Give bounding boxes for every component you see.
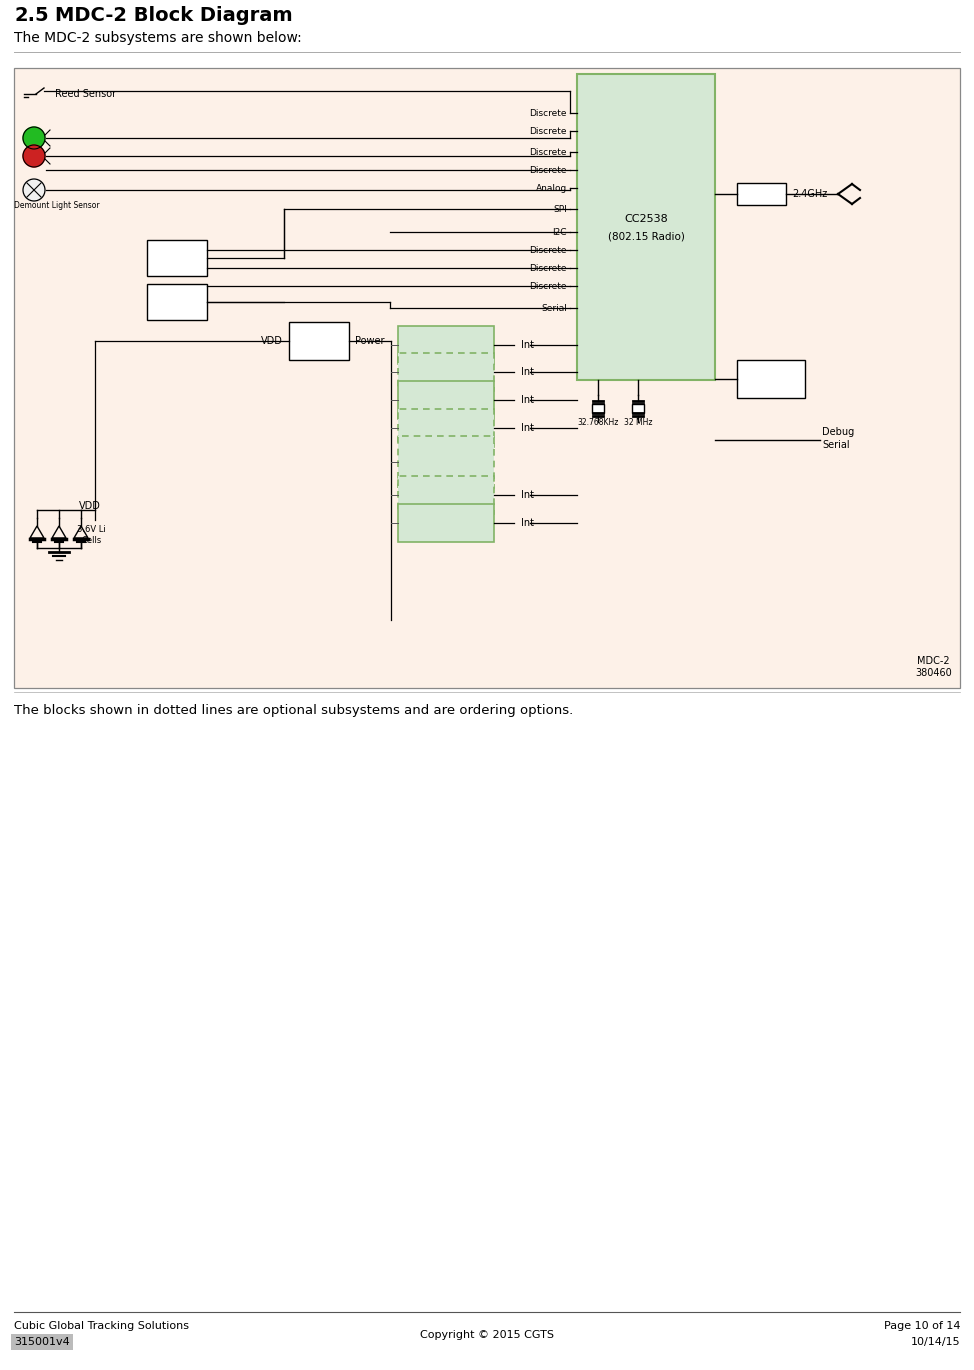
Text: Temperature: Temperature xyxy=(415,386,477,396)
Text: RAM: RAM xyxy=(167,262,188,273)
Bar xyxy=(398,326,494,364)
Text: Discrete: Discrete xyxy=(530,281,567,290)
Text: (802.15 Radio): (802.15 Radio) xyxy=(608,232,685,241)
Text: Analog: Analog xyxy=(536,184,567,193)
Text: Switch: Switch xyxy=(303,345,335,355)
Text: MDC-2
380460: MDC-2 380460 xyxy=(916,656,952,678)
Text: Discrete: Discrete xyxy=(530,126,567,136)
Text: Serial: Serial xyxy=(164,288,191,299)
Text: 10/14/15: 10/14/15 xyxy=(911,1337,960,1347)
Text: The blocks shown in dotted lines are optional subsystems and are ordering option: The blocks shown in dotted lines are opt… xyxy=(14,704,574,717)
Bar xyxy=(737,184,786,206)
Text: 3.6V Li
Cells: 3.6V Li Cells xyxy=(77,525,106,545)
Text: Discrete: Discrete xyxy=(530,245,567,255)
Text: Power: Power xyxy=(304,327,334,337)
Text: VDD: VDD xyxy=(261,336,283,347)
Bar xyxy=(398,381,494,419)
Circle shape xyxy=(23,145,45,167)
Text: Debug: Debug xyxy=(822,427,854,437)
Text: Serial: Serial xyxy=(822,440,849,449)
Text: Accelerometer: Accelerometer xyxy=(410,375,481,386)
Text: 32 MHz: 32 MHz xyxy=(623,418,653,426)
Text: Page 10 of 14: Page 10 of 14 xyxy=(883,1321,960,1332)
Bar xyxy=(14,68,960,688)
Text: Int: Int xyxy=(521,423,534,433)
Text: Cubic Global Tracking Solutions: Cubic Global Tracking Solutions xyxy=(14,1321,189,1332)
Text: Sensor: Sensor xyxy=(430,471,463,481)
Bar xyxy=(147,240,207,275)
Text: Reset: Reset xyxy=(757,364,785,375)
Text: Serial: Serial xyxy=(164,244,191,253)
Text: Int: Int xyxy=(521,518,534,527)
Text: 315001v4: 315001v4 xyxy=(14,1337,70,1347)
Text: 3-axis: 3-axis xyxy=(431,332,461,341)
Text: The MDC-2 subsystems are shown below:: The MDC-2 subsystems are shown below: xyxy=(14,32,302,45)
Text: Discrete: Discrete xyxy=(530,148,567,156)
Text: Temperature: Temperature xyxy=(415,443,477,453)
Text: 2.5: 2.5 xyxy=(14,5,49,25)
Text: Humidity: Humidity xyxy=(424,458,468,467)
Text: Int: Int xyxy=(521,395,534,406)
Text: 2.4GHz: 2.4GHz xyxy=(792,189,827,199)
Text: Int: Int xyxy=(521,367,534,377)
Text: Int: Int xyxy=(521,490,534,500)
Bar xyxy=(289,322,349,360)
Text: I2C: I2C xyxy=(552,227,567,237)
Text: Reed Sensor: Reed Sensor xyxy=(55,89,116,99)
Text: Copyright © 2015 CGTS: Copyright © 2015 CGTS xyxy=(420,1330,554,1340)
Text: Precision: Precision xyxy=(424,414,468,423)
Text: Balun: Balun xyxy=(747,189,775,199)
Text: MDC-2 Block Diagram: MDC-2 Block Diagram xyxy=(55,5,292,25)
Text: Power: Power xyxy=(355,336,385,347)
Bar xyxy=(632,404,644,412)
Bar xyxy=(398,475,494,514)
Bar xyxy=(398,410,494,447)
Text: Controller: Controller xyxy=(747,384,795,393)
Text: Demount Light Sensor: Demount Light Sensor xyxy=(14,200,99,210)
Bar xyxy=(398,504,494,543)
Text: Temperature: Temperature xyxy=(415,432,477,443)
Text: Discrete: Discrete xyxy=(530,108,567,118)
Text: 9-axis: 9-axis xyxy=(431,358,461,369)
Text: Sensor: Sensor xyxy=(430,404,463,414)
Text: VDD: VDD xyxy=(79,501,101,511)
Bar xyxy=(147,284,207,321)
Text: 32.768KHz: 32.768KHz xyxy=(578,418,618,426)
Text: SPI: SPI xyxy=(553,204,567,214)
Bar xyxy=(737,360,805,399)
Text: Int: Int xyxy=(521,340,534,349)
Text: Serial: Serial xyxy=(542,304,567,312)
Circle shape xyxy=(23,179,45,201)
Text: Flash: Flash xyxy=(165,306,190,316)
Text: Accelerometer: Accelerometer xyxy=(410,349,481,359)
Text: Discrete: Discrete xyxy=(530,166,567,174)
Bar xyxy=(577,74,715,379)
Bar xyxy=(398,436,494,488)
Circle shape xyxy=(23,127,45,149)
Text: Discrete: Discrete xyxy=(530,263,567,273)
Text: Door/Proximity: Door/Proximity xyxy=(410,518,482,527)
Text: CC2538: CC2538 xyxy=(624,214,668,225)
Bar xyxy=(592,404,604,412)
Bar xyxy=(398,353,494,390)
Text: Altimeter: Altimeter xyxy=(424,490,468,500)
